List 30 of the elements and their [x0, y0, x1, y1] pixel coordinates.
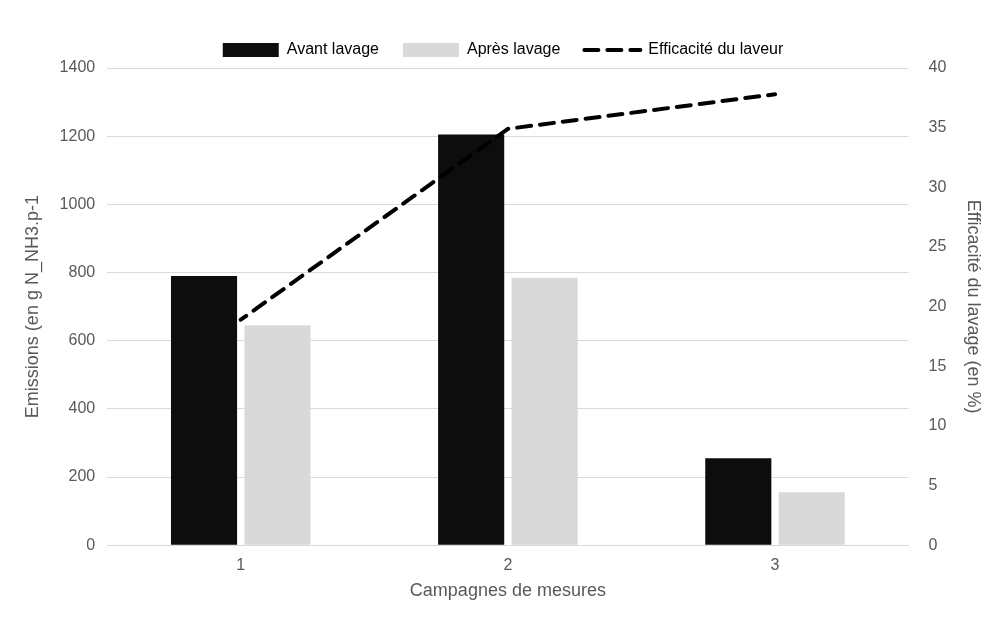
legend-label: Avant lavage: [286, 40, 380, 58]
y2-tick-label: 40: [928, 58, 947, 76]
y2-tick-label: 25: [928, 237, 947, 255]
legend-label: Efficacité du laveur: [648, 40, 784, 58]
x-tick-label: 1: [236, 556, 246, 574]
y2-tick-label: 35: [928, 118, 947, 136]
y-axis-title: Emissions (en g N_NH3.p-1: [21, 195, 43, 419]
y-tick-label: 0: [86, 535, 96, 553]
y2-tick-label: 10: [928, 416, 947, 434]
bar: [705, 458, 772, 545]
y-tick-label: 400: [68, 399, 96, 417]
x-tick-label: 2: [503, 556, 513, 574]
y-tick-label: 600: [68, 331, 96, 349]
y2-tick-label: 0: [928, 535, 938, 553]
y2-tick-label: 5: [928, 475, 938, 493]
bar: [778, 492, 845, 545]
y2-tick-label: 15: [928, 356, 947, 374]
x-axis-title: Campagnes de mesures: [409, 580, 606, 601]
y2-tick-label: 20: [928, 297, 947, 315]
y-tick-label: 800: [68, 262, 96, 280]
bar: [438, 134, 505, 545]
y-tick-label: 200: [68, 467, 96, 485]
y-tick-label: 1400: [59, 58, 96, 76]
y2-tick-label: 30: [928, 177, 947, 195]
y-tick-label: 1200: [59, 126, 96, 144]
y-tick-label: 1000: [59, 194, 96, 212]
bar: [170, 275, 238, 545]
y2-axis-title: Efficacité du lavage (en %): [964, 199, 985, 414]
legend-label: Après lavage: [466, 40, 561, 58]
x-tick-label: 3: [770, 556, 780, 574]
